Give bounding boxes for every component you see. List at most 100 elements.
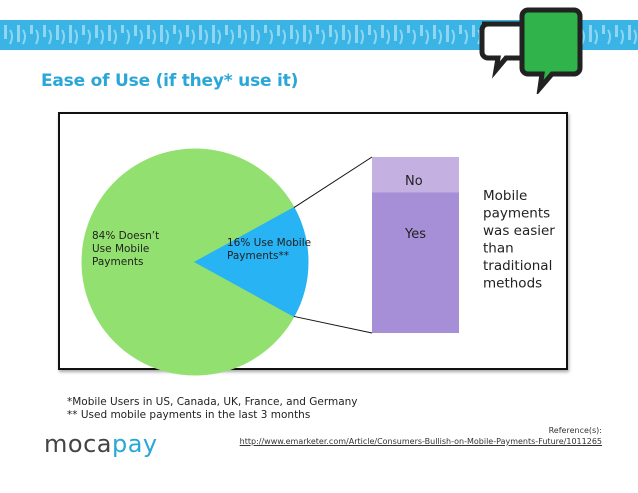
- annotation-line: payments: [483, 206, 550, 222]
- banner-pattern-mark: [368, 25, 371, 35]
- banner-pattern-mark: [342, 25, 345, 40]
- connector-line-top: [293, 156, 373, 208]
- banner-pattern-mark: [303, 25, 306, 42]
- banner-pattern-mark: [290, 25, 293, 39]
- speech-bubbles-logo: [479, 7, 583, 94]
- banner-pattern-mark: [43, 25, 46, 37]
- banner-pattern-mark: [108, 25, 111, 41]
- banner-pattern-curve: [438, 29, 442, 45]
- banner-pattern-curve: [48, 29, 52, 45]
- pie-label-no-mobile-line: Payments: [92, 256, 143, 268]
- banner-pattern-mark: [329, 25, 332, 37]
- banner-pattern-mark: [407, 25, 410, 33]
- banner-pattern-mark: [459, 25, 462, 34]
- banner-pattern-curve: [139, 29, 143, 45]
- banner-pattern-curve: [178, 29, 182, 45]
- annotation-line: methods: [483, 276, 542, 292]
- banner-pattern-mark: [251, 25, 254, 41]
- reference-block: Reference(s): http://www.emarketer.com/A…: [240, 425, 602, 447]
- banner-pattern-mark: [199, 25, 202, 40]
- banner-pattern-curve: [243, 29, 247, 45]
- banner-pattern-curve: [620, 29, 624, 45]
- banner-pattern-curve: [334, 29, 338, 45]
- banner-pattern-curve: [425, 29, 429, 45]
- banner-pattern-curve: [308, 29, 312, 45]
- logo-text-moca: moca: [44, 430, 112, 458]
- banner-pattern-curve: [386, 29, 390, 45]
- banner-pattern-curve: [152, 29, 156, 45]
- banner-pattern-curve: [9, 29, 13, 45]
- pie-label-no-mobile-line: Use Mobile: [92, 243, 149, 255]
- banner-pattern-mark: [264, 25, 267, 33]
- banner-pattern-mark: [17, 25, 20, 42]
- annotation-line: than: [483, 241, 514, 257]
- banner-pattern-curve: [412, 29, 416, 45]
- banner-pattern-curve: [451, 29, 455, 45]
- annotation-line: was easier: [483, 223, 555, 239]
- banner-pattern-mark: [589, 25, 592, 42]
- banner-pattern-curve: [217, 29, 221, 45]
- banner-pattern-mark: [56, 25, 59, 40]
- banner-pattern-curve: [126, 29, 130, 45]
- banner-pattern-curve: [607, 29, 611, 45]
- banner-pattern-curve: [74, 29, 78, 45]
- banner-pattern-curve: [347, 29, 351, 45]
- banner-pattern-curve: [295, 29, 299, 45]
- banner-pattern-mark: [69, 25, 72, 43]
- banner-pattern-mark: [225, 25, 228, 35]
- pie-label-mobile-line: Payments**: [227, 250, 289, 262]
- banner-pattern-curve: [191, 29, 195, 45]
- banner-pattern-mark: [394, 25, 397, 41]
- banner-pattern-mark: [602, 25, 605, 34]
- banner-pattern-curve: [87, 29, 91, 45]
- banner-pattern-curve: [100, 29, 104, 45]
- banner-pattern-mark: [433, 25, 436, 39]
- banner-pattern-mark: [420, 25, 423, 36]
- footnote-usage: ** Used mobile payments in the last 3 mo…: [67, 409, 311, 421]
- banner-pattern-mark: [186, 25, 189, 37]
- bar-segment-yes: [372, 192, 459, 333]
- banner-pattern-mark: [316, 25, 319, 34]
- bar-label-yes: Yes: [404, 227, 426, 242]
- pie-label-mobile-line: 16% Use Mobile: [227, 237, 311, 249]
- reference-label: Reference(s):: [548, 426, 602, 435]
- banner-pattern-curve: [230, 29, 234, 45]
- slide-title: Ease of Use (if they* use it): [41, 71, 299, 91]
- banner-pattern-mark: [238, 25, 241, 38]
- banner-pattern-mark: [277, 25, 280, 36]
- banner-pattern-curve: [269, 29, 273, 45]
- mocapay-logo: mocapay: [44, 430, 158, 458]
- banner-pattern-mark: [82, 25, 85, 35]
- bar-label-no: No: [405, 174, 423, 189]
- footnote-users: *Mobile Users in US, Canada, UK, France,…: [67, 396, 358, 408]
- banner-pattern-mark: [446, 25, 449, 42]
- banner-pattern-curve: [360, 29, 364, 45]
- banner-pattern-mark: [30, 25, 33, 34]
- banner-pattern-mark: [381, 25, 384, 38]
- banner-pattern-mark: [121, 25, 124, 33]
- annotation-line: Mobile: [483, 188, 527, 204]
- footnotes: *Mobile Users in US, Canada, UK, France,…: [67, 396, 358, 422]
- banner-pattern-mark: [173, 25, 176, 34]
- pie-slice-mobile-payments: [193, 206, 309, 318]
- chart-frame: [58, 112, 568, 370]
- banner-pattern-curve: [581, 29, 585, 45]
- banner-pattern-curve: [22, 29, 26, 45]
- connector-line-bottom: [293, 315, 373, 334]
- pie-label-no-mobile-line: 84% Doesn’t: [92, 230, 159, 242]
- banner-pattern-mark: [628, 25, 631, 40]
- banner-pattern-mark: [160, 25, 163, 42]
- banner-pattern-curve: [35, 29, 39, 45]
- banner-pattern-curve: [61, 29, 65, 45]
- banner-pattern-curve: [399, 29, 403, 45]
- banner-pattern-mark: [615, 25, 618, 37]
- banner-pattern-curve: [464, 29, 468, 45]
- logo-text-pay: pay: [111, 430, 158, 458]
- banner-pattern-curve: [633, 29, 637, 45]
- reference-link[interactable]: http://www.emarketer.com/Article/Consume…: [239, 437, 602, 446]
- pie-slice-no-mobile-payments: [81, 148, 295, 376]
- banner-pattern-curve: [321, 29, 325, 45]
- banner-pattern-mark: [95, 25, 98, 38]
- banner-pattern-curve: [282, 29, 286, 45]
- banner-pattern-curve: [256, 29, 260, 45]
